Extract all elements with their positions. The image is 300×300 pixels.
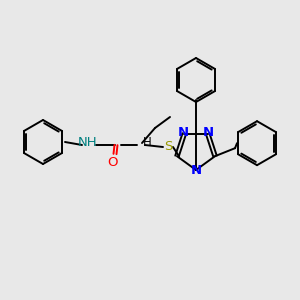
Text: NH: NH: [78, 136, 98, 149]
Text: S: S: [164, 140, 172, 154]
Text: N: N: [178, 126, 189, 139]
Text: O: O: [108, 155, 118, 169]
Text: H: H: [142, 136, 152, 149]
Text: N: N: [190, 164, 202, 178]
Text: N: N: [203, 126, 214, 139]
